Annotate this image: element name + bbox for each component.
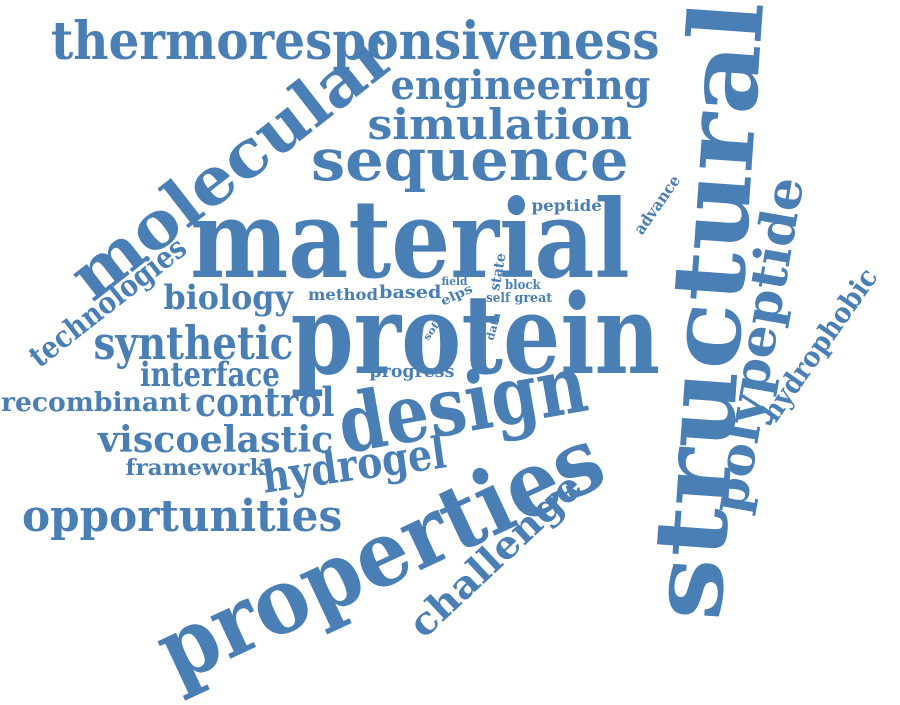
word-control: control <box>194 379 335 426</box>
word-opportunities: opportunities <box>22 491 343 542</box>
word-peptide: peptide <box>530 196 602 215</box>
word-method: method <box>308 285 378 304</box>
word-field: field <box>440 274 467 288</box>
word-simulation: simulation <box>367 100 633 149</box>
word-recombinant: recombinant <box>0 388 191 418</box>
word-interface: interface <box>139 355 280 395</box>
word-sequence: sequence <box>311 126 629 194</box>
word-synthetic: synthetic <box>92 316 293 370</box>
word-material: material <box>190 177 630 303</box>
word-framework: framework <box>124 455 266 481</box>
word-biology: biology <box>163 278 293 318</box>
word-protein: protein <box>290 270 660 399</box>
word-viscoelastic: viscoelastic <box>97 419 333 461</box>
word-great: great <box>514 290 552 306</box>
word-thermoresponsiveness: thermoresponsiveness <box>50 11 660 72</box>
word-progress: progress <box>369 361 455 382</box>
word-based: based <box>378 282 442 303</box>
word-engineering: engineering <box>390 62 650 109</box>
word-self: self <box>486 290 511 306</box>
word-block: block <box>504 277 541 293</box>
